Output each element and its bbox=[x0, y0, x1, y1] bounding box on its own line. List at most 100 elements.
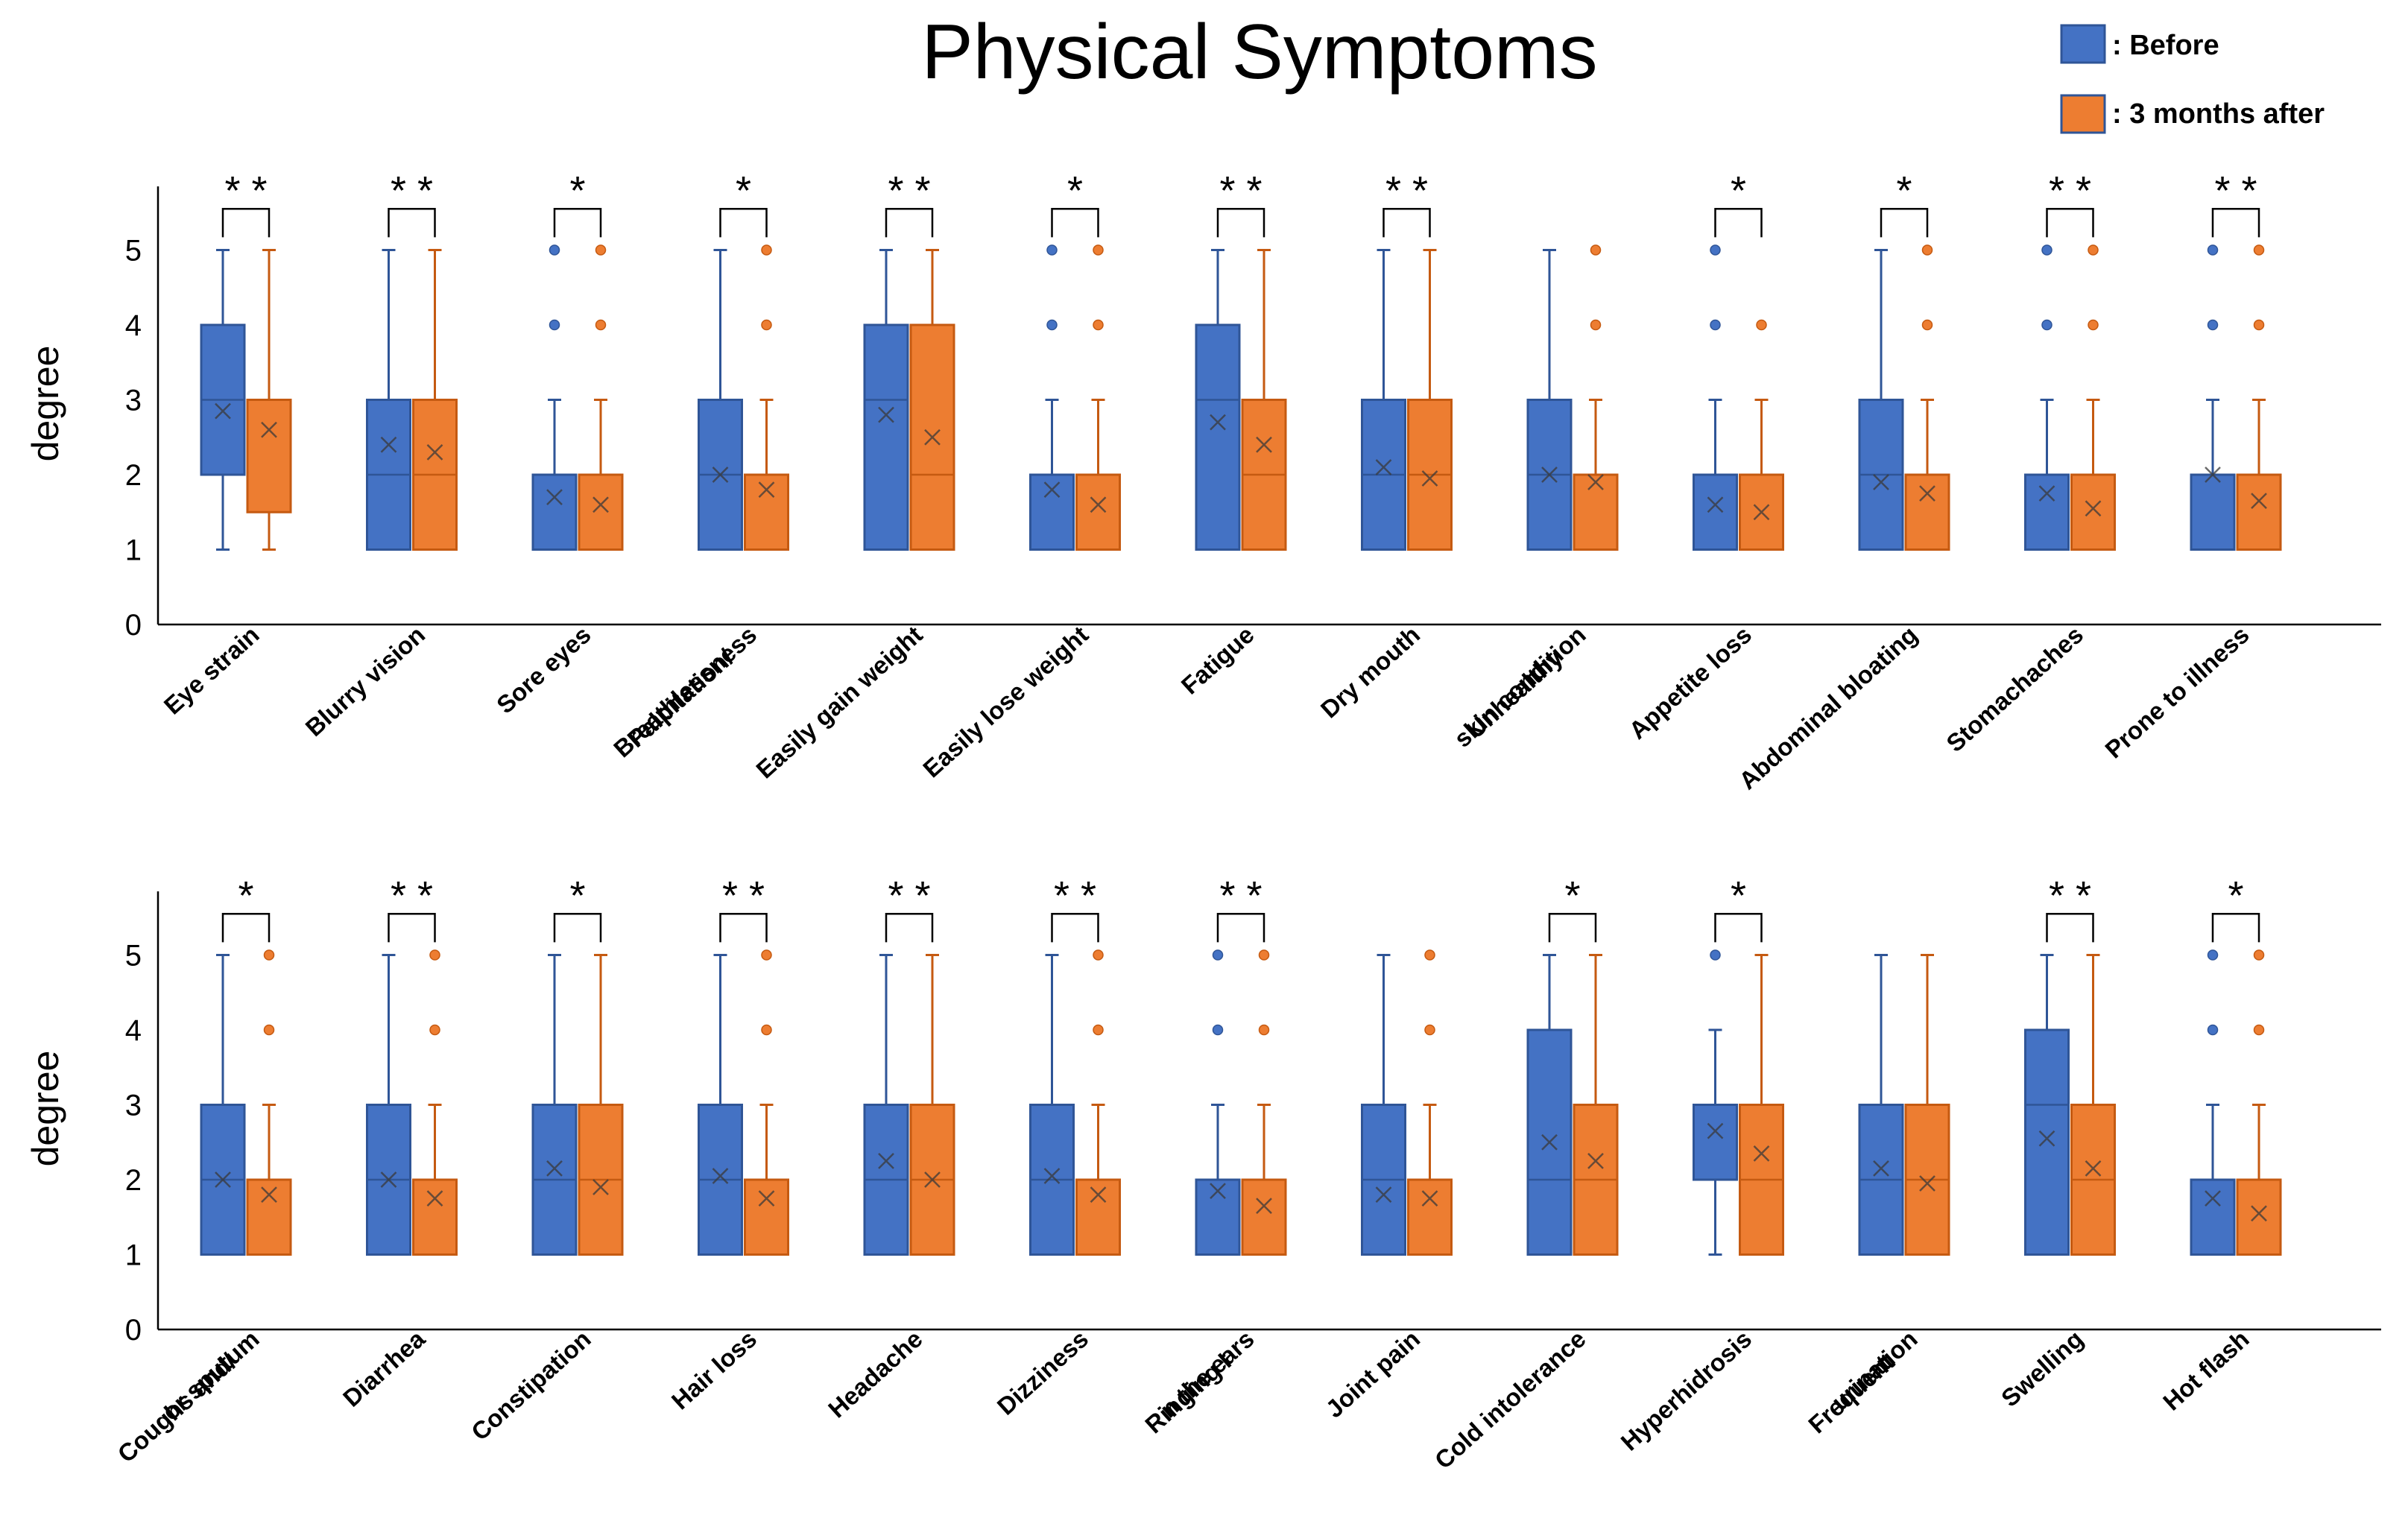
y-tick-label: 0 bbox=[125, 609, 142, 642]
significance-bracket bbox=[1216, 207, 1265, 238]
before-box bbox=[1195, 323, 1241, 551]
after-mean-marker bbox=[924, 429, 941, 446]
before-outlier-point bbox=[1710, 949, 1721, 961]
category-label: Prone to illness bbox=[2099, 621, 2254, 764]
before-mean-marker bbox=[1541, 467, 1558, 483]
significance-bracket bbox=[2211, 912, 2260, 943]
before-mean-marker bbox=[2205, 1190, 2221, 1207]
after-outlier-point bbox=[1756, 319, 1767, 331]
after-outlier-point bbox=[1093, 949, 1104, 961]
before-outlier-point bbox=[2207, 949, 2219, 961]
after-outlier-point bbox=[1424, 1024, 1435, 1036]
before-mean-marker bbox=[878, 1152, 894, 1169]
category-label: Cold intolerance bbox=[1429, 1325, 1591, 1474]
category-group: * Constipation bbox=[466, 873, 624, 1446]
before-mean-marker bbox=[2205, 467, 2221, 483]
significance-marker: * * bbox=[1054, 873, 1096, 918]
after-mean-marker bbox=[1587, 474, 1604, 490]
category-label: Swelling bbox=[1996, 1325, 2088, 1412]
after-outlier-point bbox=[2088, 319, 2099, 331]
significance-marker: * bbox=[2228, 873, 2243, 918]
significance-marker: * * bbox=[224, 168, 267, 213]
significance-bracket bbox=[2046, 912, 2094, 943]
category-group: * Hot flash bbox=[2158, 873, 2282, 1416]
before-mean-marker bbox=[1707, 1122, 1724, 1139]
y-tick-label: 1 bbox=[125, 534, 142, 567]
category-label: Fatigue bbox=[1176, 621, 1260, 700]
before-mean-marker bbox=[380, 1171, 397, 1188]
before-outlier-point bbox=[549, 319, 560, 331]
after-outlier-point bbox=[761, 244, 772, 256]
after-box bbox=[2070, 473, 2116, 551]
category-group: * * Stomachaches bbox=[1941, 168, 2116, 757]
before-box bbox=[2024, 1028, 2070, 1256]
legend-label-after: : 3 months after bbox=[2112, 98, 2325, 130]
after-outlier-point bbox=[263, 949, 275, 961]
after-box bbox=[1407, 1178, 1453, 1256]
before-mean-marker bbox=[1541, 1133, 1558, 1151]
significance-bracket bbox=[1051, 207, 1099, 238]
significance-bracket bbox=[553, 912, 602, 943]
after-outlier-point bbox=[1093, 319, 1104, 331]
before-box bbox=[531, 473, 578, 551]
before-mean-marker bbox=[380, 436, 397, 453]
after-outlier-point bbox=[1921, 244, 1933, 256]
before-mean-marker bbox=[1873, 474, 1889, 490]
after-box bbox=[1573, 473, 1619, 551]
before-outlier-point bbox=[549, 244, 560, 256]
before-box bbox=[2190, 473, 2236, 551]
legend-label-before: : Before bbox=[2112, 30, 2219, 61]
category-label: Abdominal bloating bbox=[1734, 621, 1923, 795]
before-box bbox=[1029, 473, 1075, 551]
before-outlier-point bbox=[2207, 244, 2219, 256]
significance-bracket bbox=[1714, 912, 1763, 943]
after-box bbox=[1904, 473, 1950, 551]
after-box bbox=[246, 399, 292, 513]
significance-marker: * bbox=[1896, 168, 1912, 213]
significance-marker: * * bbox=[1219, 873, 1262, 918]
significance-marker: * bbox=[1564, 873, 1580, 918]
category-label: Appetite loss bbox=[1623, 621, 1757, 744]
significance-bracket bbox=[1051, 912, 1099, 943]
category-label: Diarrhea bbox=[338, 1324, 431, 1412]
significance-marker: * bbox=[736, 168, 751, 213]
before-mean-marker bbox=[1375, 459, 1392, 475]
after-outlier-point bbox=[429, 949, 440, 961]
significance-marker: * bbox=[1067, 168, 1083, 213]
after-mean-marker bbox=[2085, 1160, 2102, 1177]
before-box bbox=[863, 323, 909, 551]
category-label: Blurry vision bbox=[300, 621, 431, 741]
after-mean-marker bbox=[261, 1186, 277, 1203]
category-label: Easily gain weight bbox=[750, 621, 927, 784]
legend-swatch-before bbox=[2060, 24, 2106, 64]
category-label: Sore eyes bbox=[491, 621, 596, 719]
after-mean-marker bbox=[2085, 500, 2102, 517]
category-label: n the ears bbox=[1154, 1325, 1260, 1423]
after-mean-marker bbox=[758, 481, 775, 498]
after-outlier-point bbox=[761, 1024, 772, 1036]
category-label: Breathlessness bbox=[608, 621, 762, 763]
significance-bracket bbox=[1880, 207, 1929, 238]
category-label: Dizziness bbox=[992, 1325, 1094, 1420]
significance-marker: * * bbox=[2049, 168, 2091, 213]
significance-marker: * bbox=[1731, 168, 1746, 213]
category-group: * * Fatigue bbox=[1176, 168, 1287, 700]
significance-bracket bbox=[388, 207, 436, 238]
after-mean-marker bbox=[426, 443, 443, 461]
after-outlier-point bbox=[2253, 244, 2265, 256]
significance-bracket bbox=[2046, 207, 2094, 238]
significance-bracket bbox=[1382, 207, 1431, 238]
significance-marker: * * bbox=[1385, 168, 1428, 213]
after-outlier-point bbox=[2253, 1024, 2265, 1036]
before-mean-marker bbox=[1707, 496, 1724, 513]
before-outlier-point bbox=[1212, 949, 1224, 961]
category-group: * *Ringing In the ears bbox=[1140, 873, 1287, 1438]
significance-bracket bbox=[221, 207, 271, 238]
before-outlier-point bbox=[2207, 1024, 2219, 1036]
y-tick-label: 2 bbox=[125, 1164, 142, 1197]
after-mean-marker bbox=[1090, 496, 1107, 513]
chart-title: Physical Symptoms bbox=[921, 9, 1597, 95]
before-outlier-point bbox=[1212, 1024, 1224, 1036]
significance-marker: * bbox=[238, 873, 253, 918]
